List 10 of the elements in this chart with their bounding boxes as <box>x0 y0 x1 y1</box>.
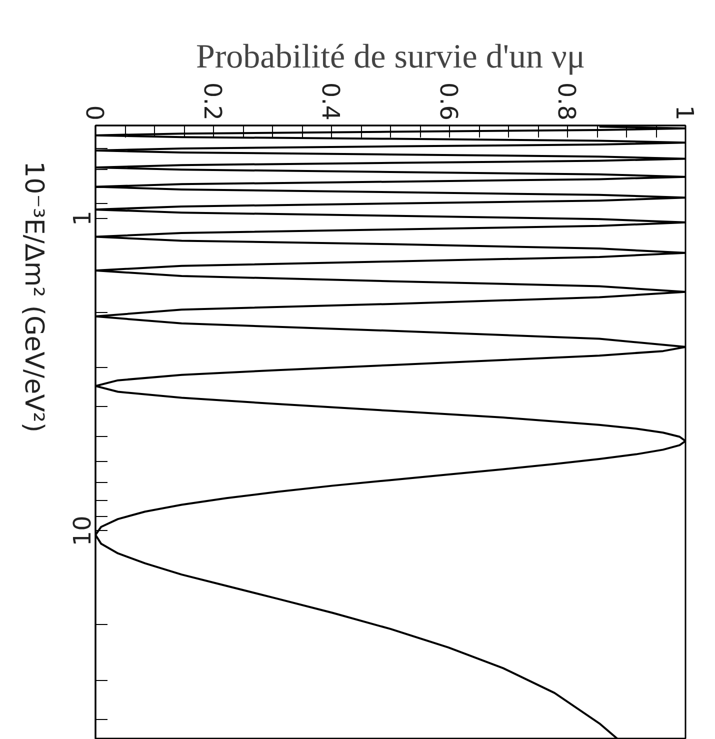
x-axis-title: Probabilité de survie d'un νμ <box>196 38 586 76</box>
y-tick-label: 10 <box>68 516 96 546</box>
x-tick-label: 0.4 <box>316 82 344 121</box>
line-series <box>96 126 686 739</box>
x-tick-label: 0.6 <box>434 82 462 121</box>
x-tick-label: 0.2 <box>198 82 226 121</box>
x-tick-label: 0.8 <box>552 82 580 121</box>
y-axis-title: 10⁻³E/Δm² (GeV/eV²) <box>18 161 48 433</box>
x-tick-label: 0 <box>80 105 108 121</box>
x-tick-label: 1 <box>670 105 698 121</box>
